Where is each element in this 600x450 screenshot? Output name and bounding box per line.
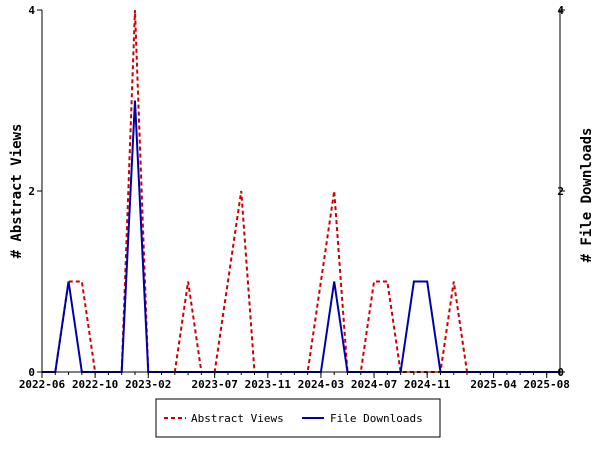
x-tick-label-2024-11: 2024-11 (404, 378, 451, 391)
x-tick-label-2023-11: 2023-11 (245, 378, 292, 391)
x-tick-label-2023-02: 2023-02 (125, 378, 171, 391)
y-tick-label-left-0: 0 (28, 366, 35, 379)
y-tick-label-left-2: 2 (28, 185, 35, 198)
y-tick-label-right-4: 4 (557, 4, 564, 17)
y-tick-label-left-4: 4 (28, 4, 35, 17)
legend-label-abstract-views: Abstract Views (191, 412, 284, 425)
x-tick-label-2022-06: 2022-06 (19, 378, 66, 391)
x-tick-label-2023-07: 2023-07 (191, 378, 237, 391)
y-tick-label-right-2: 2 (557, 185, 564, 198)
x-tick-label-2024-07: 2024-07 (351, 378, 397, 391)
x-tick-label-2022-10: 2022-10 (72, 378, 118, 391)
y-tick-label-right-0: 0 (557, 366, 564, 379)
x-tick-label-2025-08: 2025-08 (524, 378, 570, 391)
legend-box (155, 398, 441, 438)
ticks: 0 2 4 0 2 4 2022-06 2022-10 2023-02 2023-07 2023-1… (19, 4, 570, 391)
y-axis-title-right: # File Downloads (579, 128, 595, 263)
legend: Abstract Views File Downloads (155, 398, 441, 438)
x-tick-label-2025-04: 2025-04 (470, 378, 517, 391)
y-axis-title-left: # Abstract Views (9, 124, 25, 259)
legend-label-file-downloads: File Downloads (330, 412, 423, 425)
x-tick-label-2024-03: 2024-03 (298, 378, 344, 391)
